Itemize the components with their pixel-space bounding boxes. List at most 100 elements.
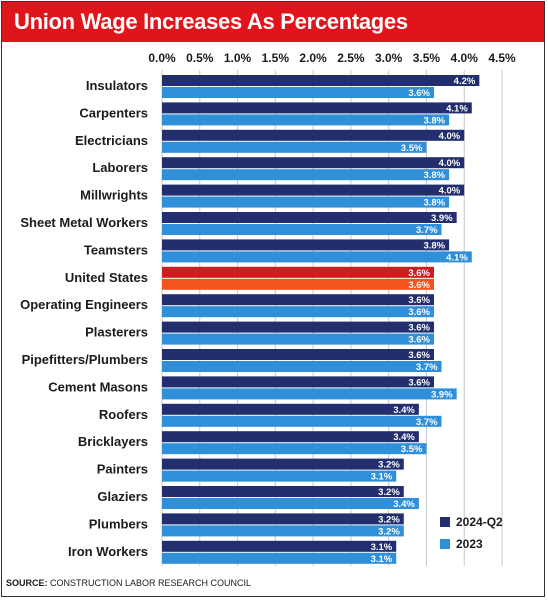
bar-2023 [162, 525, 404, 537]
bar-value-label: 4.0% [439, 186, 461, 197]
category-label: Electricians [75, 133, 148, 148]
category-label: Teamsters [84, 242, 148, 257]
bar-2023 [162, 169, 450, 181]
bar-2024-q2 [162, 431, 419, 443]
source-note: SOURCE: CONSTRUCTION LABOR RESEARCH COUN… [6, 578, 251, 588]
bar-2024-q2 [162, 184, 465, 196]
category-label: Operating Engineers [20, 297, 148, 312]
bar-2024-q2 [162, 349, 434, 360]
bar-2024-q2 [162, 294, 434, 306]
bar-2023 [162, 196, 450, 208]
bar-2023 [162, 141, 427, 153]
chart-title: Union Wage Increases As Percentages [14, 9, 408, 34]
bar-value-label: 3.1% [371, 472, 393, 483]
category-label: Plasterers [85, 325, 148, 340]
bar-value-label: 3.6% [408, 323, 430, 334]
bar-value-label: 4.2% [454, 76, 476, 87]
bar-2023 [162, 361, 442, 372]
category-label: United States [65, 270, 148, 285]
x-tick-label: 4.5% [488, 51, 516, 65]
bar-value-label: 3.7% [416, 417, 438, 428]
bar-2023 [162, 278, 434, 290]
category-label: Laborers [92, 160, 148, 175]
bar-value-label: 4.1% [446, 252, 468, 263]
bar-value-label: 3.6% [408, 268, 430, 279]
bar-value-label: 3.9% [431, 213, 453, 224]
bar-value-label: 3.2% [378, 514, 400, 525]
bar-2024-q2 [162, 129, 465, 141]
bar-value-label: 3.7% [416, 225, 438, 236]
bar-value-label: 4.1% [446, 103, 468, 114]
bar-2024-q2 [162, 540, 397, 552]
x-tick-label: 3.0% [375, 51, 403, 65]
bar-value-label: 3.5% [401, 143, 423, 154]
bar-value-label: 3.6% [408, 88, 430, 99]
source-label: SOURCE: [6, 578, 48, 588]
bar-value-label: 3.6% [408, 350, 430, 361]
bar-2024-q2 [162, 212, 457, 223]
bar-2024-q2 [162, 321, 434, 333]
bar-value-label: 3.9% [431, 389, 453, 400]
legend-swatch-2024-q2 [440, 517, 450, 527]
bar-2023 [162, 306, 434, 318]
bar-2023 [162, 552, 397, 564]
bar-value-label: 3.6% [408, 295, 430, 306]
category-label: Iron Workers [68, 544, 148, 559]
category-label: Cement Masons [48, 379, 148, 394]
bar-value-label: 3.8% [423, 115, 445, 126]
bar-2023 [162, 470, 397, 482]
bar-2024-q2 [162, 266, 434, 278]
bar-value-label: 3.4% [393, 432, 415, 443]
source-text: CONSTRUCTION LABOR RESEARCH COUNCIL [50, 578, 252, 588]
bar-value-label: 3.8% [423, 170, 445, 181]
bar-value-label: 3.1% [371, 542, 393, 553]
x-tick-label: 0.0% [148, 51, 176, 65]
bar-2023 [162, 415, 442, 427]
bar-value-label: 3.4% [393, 405, 415, 416]
legend-label-2024-q2: 2024-Q2 [456, 515, 503, 529]
category-label: Pipefitters/Plumbers [22, 352, 148, 367]
category-label: Roofers [99, 407, 148, 422]
bar-2023 [162, 388, 457, 400]
bar-value-label: 3.8% [423, 198, 445, 209]
bar-2023 [162, 251, 472, 263]
bar-2024-q2 [162, 239, 450, 251]
category-label: Millwrights [80, 188, 148, 203]
bar-value-label: 3.6% [408, 307, 430, 318]
bar-2024-q2 [162, 486, 404, 497]
bar-value-label: 3.7% [416, 362, 438, 373]
category-label: Painters [97, 462, 148, 477]
bar-value-label: 3.2% [378, 460, 400, 471]
bar-2023 [162, 224, 442, 235]
category-label: Sheet Metal Workers [20, 215, 148, 230]
bar-value-label: 3.6% [408, 335, 430, 346]
bar-2024-q2 [162, 376, 434, 388]
bar-2023 [162, 443, 427, 455]
bar-value-label: 3.2% [378, 526, 400, 537]
x-tick-label: 4.0% [451, 51, 479, 65]
bar-2023 [162, 87, 434, 98]
bar-2024-q2 [162, 102, 472, 114]
bar-2023 [162, 333, 434, 345]
bar-value-label: 3.6% [408, 280, 430, 291]
bar-value-label: 3.5% [401, 444, 423, 455]
bar-2024-q2 [162, 513, 404, 525]
category-label: Insulators [86, 78, 148, 93]
x-tick-label: 1.0% [224, 51, 252, 65]
x-tick-label: 2.0% [299, 51, 327, 65]
x-tick-label: 3.5% [413, 51, 441, 65]
bar-value-label: 3.1% [371, 554, 393, 565]
title-bar: Union Wage Increases As Percentages [2, 2, 544, 42]
bar-2023 [162, 498, 419, 509]
bar-2024-q2 [162, 458, 404, 470]
bar-value-label: 4.0% [439, 158, 461, 169]
bar-value-label: 3.8% [423, 240, 445, 251]
legend-label-2023: 2023 [456, 537, 483, 551]
bar-2024-q2 [162, 157, 465, 169]
category-label: Bricklayers [78, 434, 148, 449]
bar-2024-q2 [162, 75, 480, 86]
x-tick-label: 0.5% [186, 51, 214, 65]
legend-swatch-2023 [440, 539, 450, 549]
